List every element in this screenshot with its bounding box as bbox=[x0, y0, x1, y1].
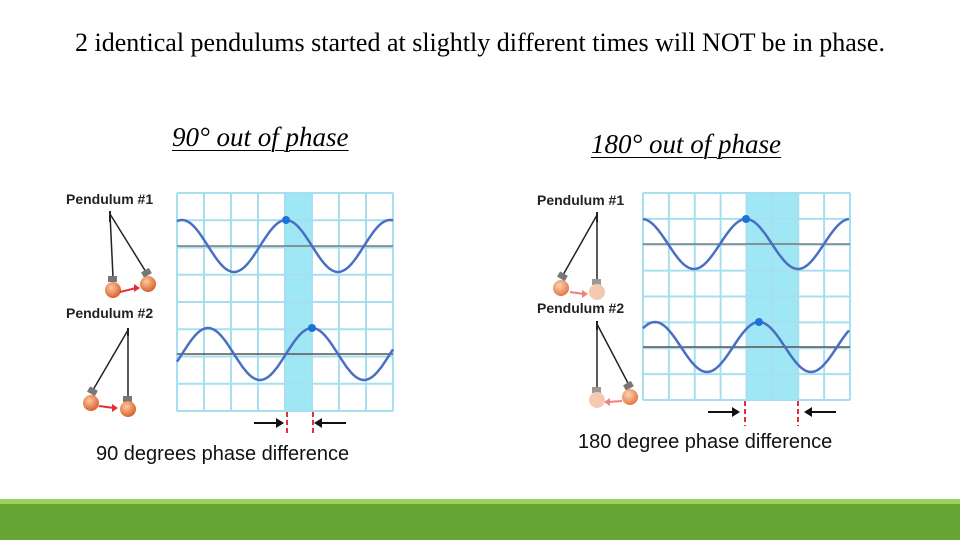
left-pendulum-1-icon bbox=[105, 211, 156, 298]
right-subtitle: 180° out of phase bbox=[591, 129, 782, 159]
right-caption: 180 degree phase difference bbox=[578, 431, 832, 453]
right-pendulum-2-label: Pendulum #2 bbox=[537, 300, 624, 316]
right-marker-2 bbox=[755, 318, 763, 326]
right-pendulum-1-label: Pendulum #1 bbox=[537, 192, 624, 208]
left-wave-graph bbox=[175, 192, 395, 412]
left-pendulum-1-label: Pendulum #1 bbox=[66, 191, 153, 207]
left-phase-arrows bbox=[254, 412, 346, 436]
right-pendulum-1-icon bbox=[553, 212, 605, 300]
footer-accent-line bbox=[0, 499, 960, 504]
left-caption: 90 degrees phase difference bbox=[96, 443, 349, 465]
left-marker-2 bbox=[308, 324, 316, 332]
left-wave-2 bbox=[175, 326, 395, 382]
left-pendulum-2-icon bbox=[83, 328, 136, 417]
left-marker-1 bbox=[282, 216, 290, 224]
right-pendulum-2-icon bbox=[589, 321, 638, 408]
right-wave-graph bbox=[642, 192, 851, 401]
left-subtitle: 90° out of phase bbox=[172, 122, 349, 152]
left-pendulum-2-label: Pendulum #2 bbox=[66, 305, 153, 321]
right-phase-arrows bbox=[708, 401, 836, 426]
footer-bar bbox=[0, 499, 960, 540]
right-marker-1 bbox=[742, 215, 750, 223]
right-wave-2 bbox=[642, 320, 850, 374]
slide-title: 2 identical pendulums started at slightl… bbox=[75, 28, 885, 57]
